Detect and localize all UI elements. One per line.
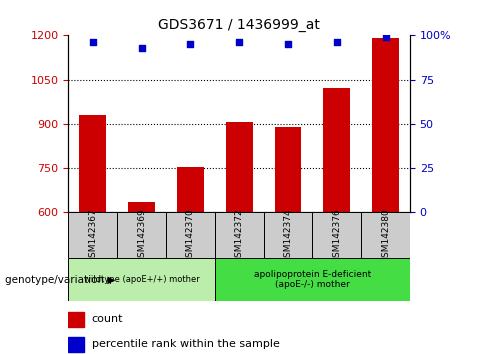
Point <box>382 34 389 40</box>
Point <box>89 40 97 45</box>
Bar <box>323 88 350 212</box>
Point <box>333 40 341 45</box>
Bar <box>79 115 106 212</box>
Point <box>186 41 194 47</box>
Text: count: count <box>92 314 123 324</box>
Bar <box>68 337 84 352</box>
Bar <box>312 212 361 258</box>
Text: genotype/variation ▶: genotype/variation ▶ <box>5 275 115 285</box>
Text: wildtype (apoE+/+) mother: wildtype (apoE+/+) mother <box>83 275 200 284</box>
Text: percentile rank within the sample: percentile rank within the sample <box>92 339 280 349</box>
Text: GSM142372: GSM142372 <box>235 208 244 263</box>
Point <box>138 45 145 51</box>
Bar <box>68 312 84 327</box>
Bar <box>68 258 215 301</box>
Bar <box>177 167 204 212</box>
Bar <box>215 212 264 258</box>
Bar <box>264 212 312 258</box>
Bar <box>128 202 155 212</box>
Point <box>235 40 243 45</box>
Bar <box>68 212 117 258</box>
Bar <box>372 38 399 212</box>
Bar <box>361 212 410 258</box>
Text: GSM142380: GSM142380 <box>381 208 390 263</box>
Text: apolipoprotein E-deficient
(apoE-/-) mother: apolipoprotein E-deficient (apoE-/-) mot… <box>254 270 371 289</box>
Bar <box>225 122 253 212</box>
Text: GSM142367: GSM142367 <box>88 208 97 263</box>
Text: GSM142369: GSM142369 <box>137 208 146 263</box>
Title: GDS3671 / 1436999_at: GDS3671 / 1436999_at <box>158 18 320 32</box>
Text: GSM142374: GSM142374 <box>284 208 292 263</box>
Bar <box>215 258 410 301</box>
Point <box>284 41 292 47</box>
Bar <box>274 127 302 212</box>
Text: GSM142376: GSM142376 <box>332 208 341 263</box>
Text: GSM142370: GSM142370 <box>186 208 195 263</box>
Bar <box>117 212 166 258</box>
Bar <box>166 212 215 258</box>
